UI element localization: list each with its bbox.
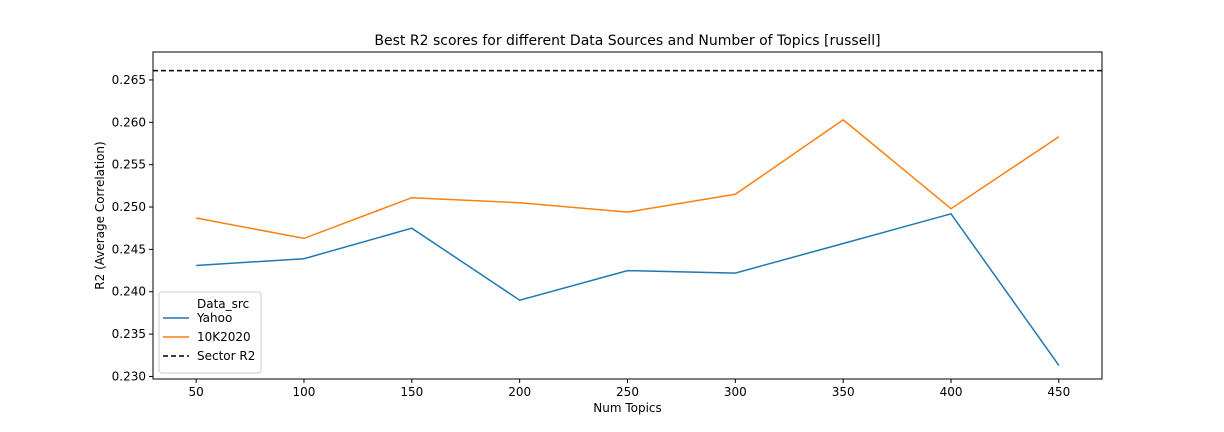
legend-label: 10K2020 — [197, 330, 251, 344]
plot-area — [153, 69, 1102, 366]
y-tick-label: 0.265 — [112, 73, 146, 87]
x-tick-label: 150 — [400, 385, 423, 399]
series-line-yahoo — [196, 212, 1060, 366]
y-tick-label: 0.260 — [112, 115, 146, 129]
x-tick-label: 350 — [832, 385, 855, 399]
x-tick-label: 100 — [293, 385, 316, 399]
y-tick-label: 0.240 — [112, 285, 146, 299]
legend-label: Yahoo — [196, 311, 232, 325]
x-axis: 50 100 150 200 250 300 350 400 450 — [188, 379, 1070, 399]
chart-title: Best R2 scores for different Data Source… — [374, 33, 880, 49]
y-axis-title: R2 (Average Correlation) — [93, 141, 107, 289]
y-tick-label: 0.255 — [112, 158, 146, 172]
x-tick-label: 450 — [1047, 385, 1070, 399]
y-tick-label: 0.235 — [112, 327, 146, 341]
y-axis: 0.230 0.235 0.240 0.245 0.250 0.255 0.260 0.265 — [112, 73, 153, 383]
x-tick-label: 400 — [940, 385, 963, 399]
legend-entries: Yahoo 10K2020 Sector R2 — [163, 311, 255, 363]
x-tick-label: 300 — [724, 385, 747, 399]
y-tick-label: 0.245 — [112, 242, 146, 256]
x-axis-title: Num Topics — [593, 401, 662, 415]
series-line-10k2020 — [195, 118, 1060, 240]
x-tick-label: 200 — [508, 385, 531, 399]
legend-label: Sector R2 — [197, 349, 255, 363]
plot-frame — [152, 51, 1103, 380]
legend-title: Data_src — [197, 297, 249, 311]
x-tick-label: 50 — [188, 385, 203, 399]
y-tick-label: 0.230 — [112, 369, 146, 383]
x-tick-label: 250 — [616, 385, 639, 399]
legend: Data_src Yahoo 10K2020 Sector R2 — [158, 291, 262, 374]
y-tick-label: 0.250 — [112, 200, 146, 214]
legend-box — [158, 291, 262, 374]
